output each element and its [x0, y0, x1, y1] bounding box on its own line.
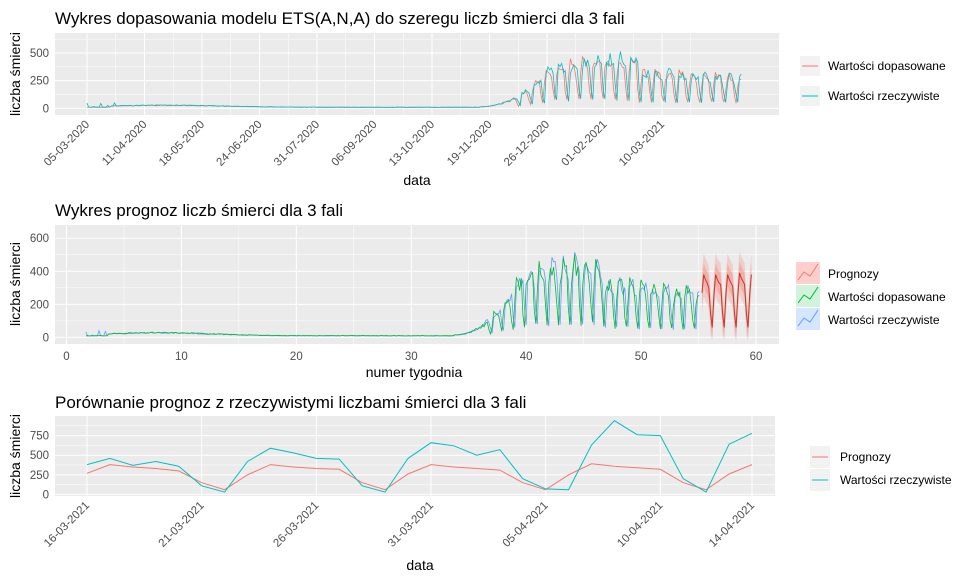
y-tick-label: 400 — [30, 266, 49, 278]
chart-2-legend: Prognozy Wartości dopasowane Wartości rz… — [796, 262, 946, 330]
legend-2-key-bg-1 — [796, 262, 820, 284]
x-tick-label: 14-04-2021 — [707, 500, 757, 550]
x-tick-label: 05-03-2020 — [42, 119, 92, 169]
chart-1-x-ticks: 05-03-2020 11-04-2020 18-05-2020 24-06-2020… — [42, 119, 667, 169]
x-tick-label: 06-09-2020 — [330, 119, 380, 169]
chart-1-title: Wykres dopasowania modelu ETS(A,N,A) do … — [55, 9, 625, 28]
chart-3-plot-area — [55, 416, 775, 496]
x-tick-label: 50 — [635, 351, 648, 363]
chart-2-gridlines — [55, 221, 814, 344]
series-line-forecast — [86, 463, 753, 491]
chart-1-x-axis-title: data — [403, 172, 430, 188]
chart-2-plot-area — [55, 225, 779, 344]
x-tick-label: 60 — [750, 351, 763, 363]
chart-3-series-lines — [86, 420, 753, 493]
y-tick-label: 200 — [30, 299, 49, 311]
chart-3-x-axis-title: data — [406, 557, 433, 573]
x-tick-label: 0 — [63, 351, 69, 363]
chart-2-x-ticks: 0 10 20 30 40 50 60 — [63, 351, 762, 363]
x-tick-label: 20 — [290, 351, 303, 363]
x-tick-label: 11-04-2020 — [100, 119, 149, 168]
y-tick-label: 250 — [30, 76, 49, 88]
x-tick-label: 10 — [175, 351, 188, 363]
chart-1-legend: Wartości dopasowane Wartości rzeczywiste — [800, 56, 946, 106]
chart-1: Wykres dopasowania modelu ETS(A,N,A) do … — [7, 9, 946, 188]
legend-3-label-1: Prognozy — [840, 450, 891, 464]
chart-1-y-axis-title: liczba śmierci — [7, 32, 23, 116]
x-tick-label: 16-03-2021 — [42, 500, 92, 550]
legend-2-key-bg-3 — [796, 308, 820, 330]
x-tick-label: 19-11-2020 — [445, 119, 494, 168]
x-tick-label: 40 — [520, 351, 533, 363]
y-tick-label: 0 — [43, 103, 49, 115]
x-tick-label: 24-06-2020 — [215, 119, 265, 169]
x-tick-label: 18-05-2020 — [157, 119, 207, 169]
y-tick-label: 500 — [30, 48, 49, 60]
series-line-forecast — [701, 272, 752, 328]
x-tick-label: 30 — [405, 351, 418, 363]
chart-2-title: Wykres prognoz liczb śmierci dla 3 fali — [55, 201, 343, 220]
y-tick-label: 750 — [30, 431, 49, 443]
legend-2-key-red — [797, 263, 819, 281]
x-tick-label: 31-03-2021 — [386, 500, 436, 550]
chart-1-series-lines — [86, 51, 742, 108]
legend-2-label-3: Wartości rzeczywiste — [828, 313, 940, 327]
chart-3-y-ticks: 0 250 500 750 — [30, 431, 49, 502]
legend-2-label-2: Wartości dopasowane — [828, 290, 946, 304]
chart-2-series-lines — [85, 251, 752, 341]
x-tick-label: 10-04-2021 — [615, 500, 665, 550]
y-tick-label: 500 — [30, 450, 49, 462]
x-tick-label: 21-03-2021 — [157, 500, 207, 550]
x-tick-label: 13-10-2020 — [387, 119, 437, 169]
y-tick-label: 0 — [43, 332, 49, 344]
series-line-actual — [86, 51, 742, 108]
y-tick-label: 250 — [30, 470, 49, 482]
chart-1-gridlines — [55, 33, 779, 115]
y-tick-label: 0 — [43, 489, 49, 501]
legend-2-key-blue — [797, 309, 819, 327]
legend-1-label-1: Wartości dopasowane — [828, 59, 946, 73]
legend-1-label-2: Wartości rzeczywiste — [828, 89, 940, 103]
x-tick-label: 26-03-2021 — [271, 500, 321, 550]
x-tick-label: 31-07-2020 — [272, 119, 322, 169]
legend-3-label-2: Wartości rzeczywiste — [840, 473, 952, 487]
x-tick-label: 01-02-2021 — [560, 119, 610, 169]
chart-3-y-axis-title: liczba śmierci — [7, 414, 23, 498]
series-line-fitted — [85, 254, 700, 337]
legend-2-key-green — [797, 286, 819, 304]
x-tick-label: 10-03-2021 — [617, 119, 667, 169]
chart-1-y-ticks: 0 250 500 — [30, 48, 49, 115]
legend-2-label-1: Prognozy — [828, 267, 879, 281]
chart-3: Porównanie prognoz z rzeczywistymi liczb… — [7, 393, 952, 573]
chart-3-legend: Prognozy Wartości rzeczywiste — [810, 446, 952, 491]
series-line-actual — [86, 420, 753, 493]
chart-3-title: Porównanie prognoz z rzeczywistymi liczb… — [55, 393, 526, 412]
chart-2-x-axis-title: numer tygodnia — [366, 364, 463, 380]
chart-2-y-ticks: 0 200 400 600 — [30, 233, 49, 344]
chart-2-y-axis-title: liczba śmierci — [7, 242, 23, 326]
legend-2-key-bg-2 — [796, 285, 820, 307]
chart-2: Wykres prognoz liczb śmierci dla 3 fali … — [7, 201, 946, 380]
x-tick-label: 26-12-2020 — [502, 119, 552, 169]
x-tick-label: 05-04-2021 — [501, 500, 551, 550]
y-tick-label: 600 — [30, 233, 49, 245]
chart-3-x-ticks: 16-03-2021 21-03-2021 26-03-2021 31-03-2021… — [42, 500, 757, 550]
chart-1-plot-area — [55, 33, 779, 115]
